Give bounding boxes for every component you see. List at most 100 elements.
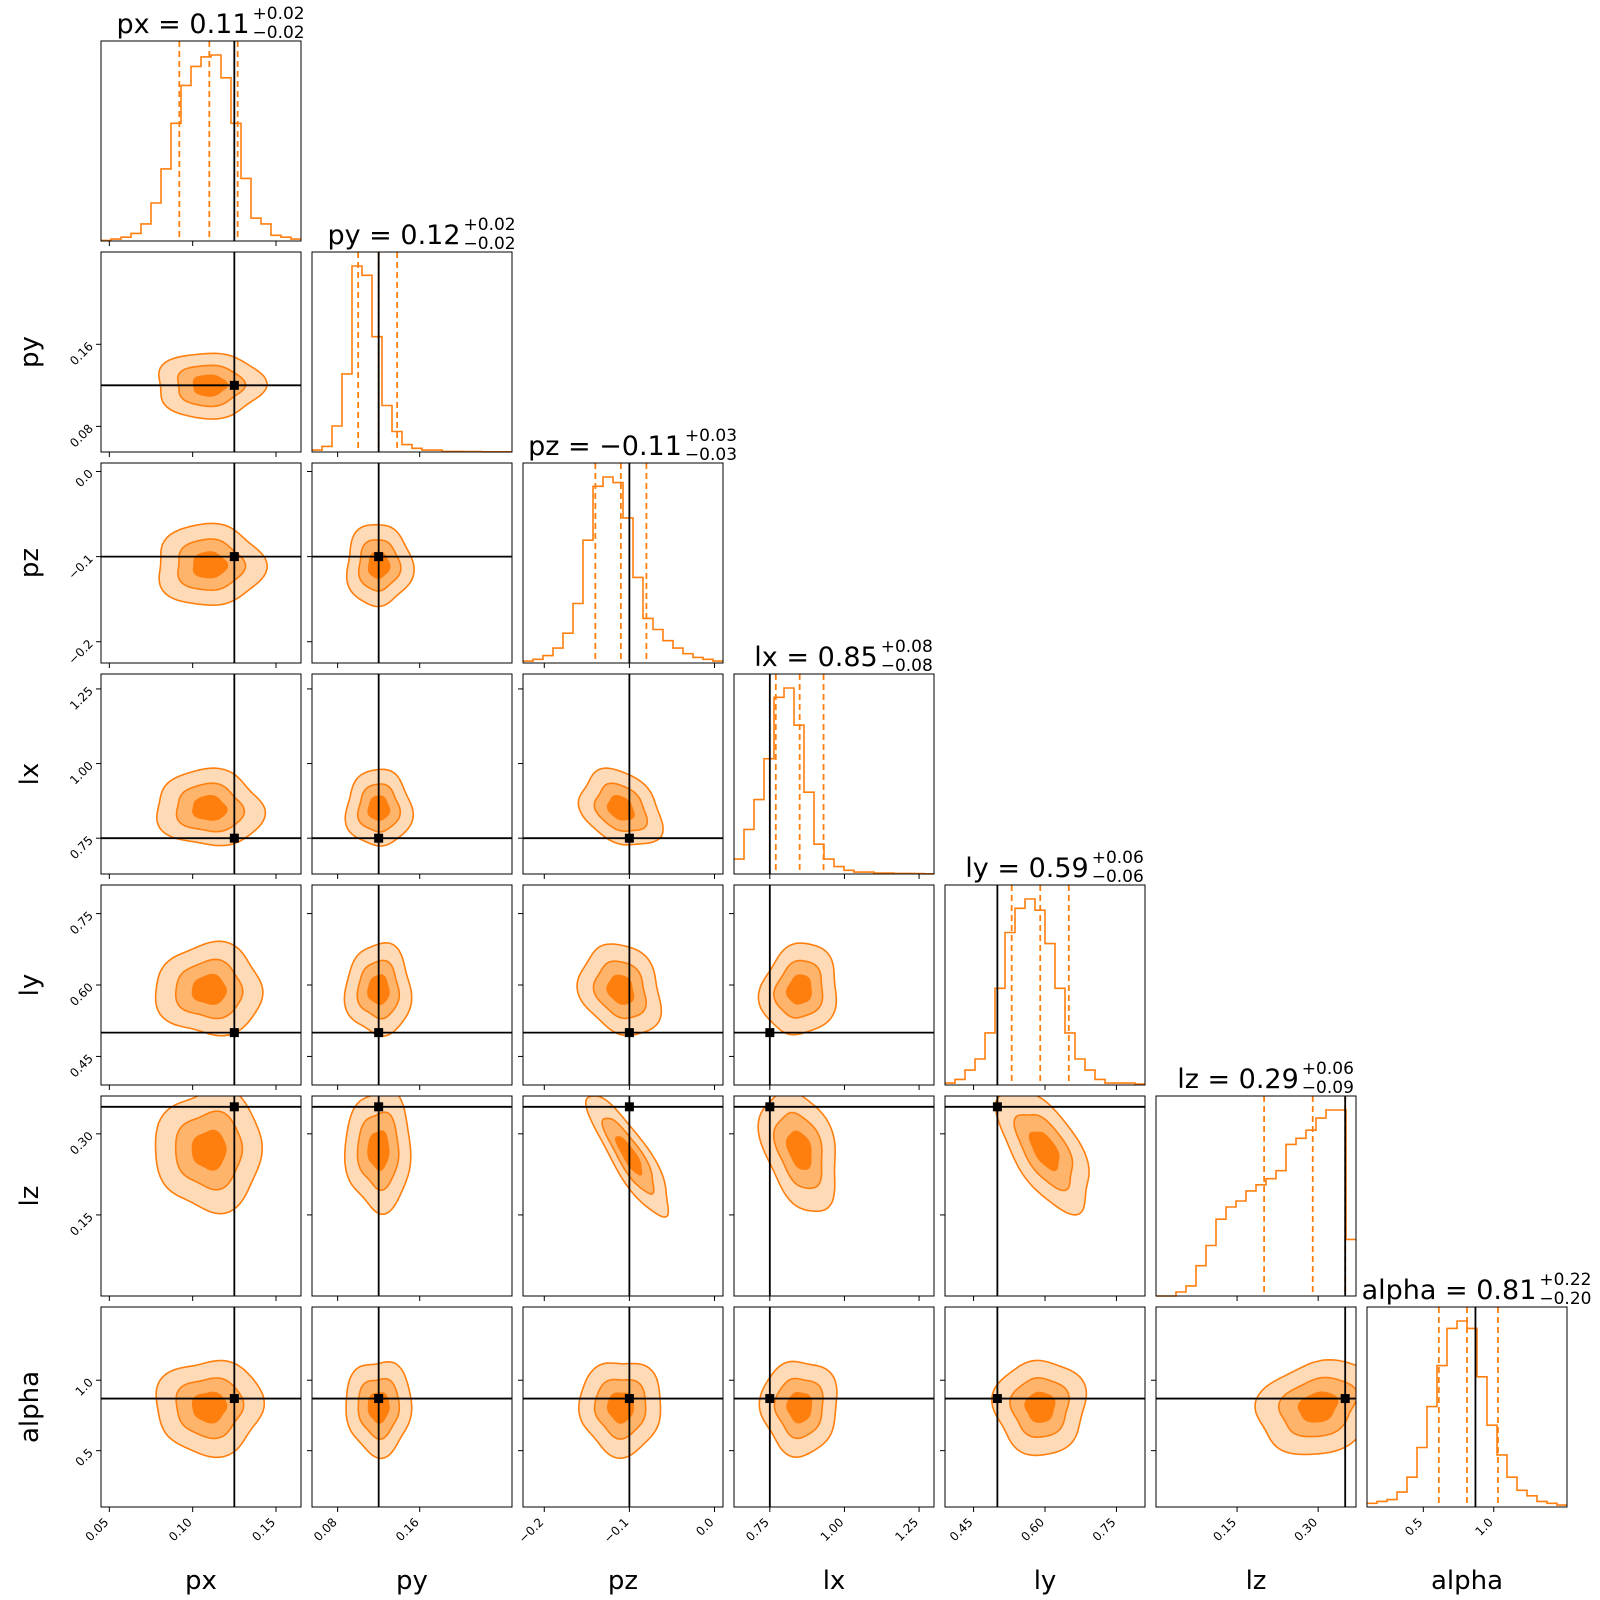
panel-frame <box>522 673 724 875</box>
panel-frame <box>311 1306 513 1508</box>
title-px: px = 0.11 <box>116 9 249 40</box>
joint-panel-lz-pz <box>523 1096 723 1296</box>
x-tick-label-px: 0.05 <box>83 1515 112 1544</box>
y-tick-label-ly: 0.60 <box>67 980 96 1009</box>
x-tick-label-lx: 1.25 <box>892 1515 921 1544</box>
hist-panel-px: px = 0.11 +0.02−0.02 <box>100 4 305 242</box>
truth-marker <box>624 1102 634 1112</box>
x-tick-label-ly: 0.45 <box>947 1515 976 1544</box>
panel-frame <box>733 1095 935 1297</box>
y-tick-label-ly: 0.75 <box>67 909 96 938</box>
title-median: 0.29 <box>1239 1064 1299 1095</box>
contour-level-2 <box>1297 1391 1339 1423</box>
panel-frame <box>100 462 302 664</box>
y-tick-label-pz: 0.0 <box>73 467 96 490</box>
y-tick-label-pz: −0.2 <box>65 637 96 668</box>
joint-panel-ly-py <box>312 885 512 1085</box>
x-axis-label-lz: lz <box>1246 1566 1267 1596</box>
y-tick-label-py: 0.16 <box>67 339 96 368</box>
truth-marker <box>374 1028 384 1038</box>
hist-panel-alpha: alpha = 0.81 +0.22−0.20 <box>1362 1270 1591 1508</box>
truth-marker <box>1340 1394 1350 1404</box>
title-name: ly <box>965 853 989 884</box>
joint-panel-ly-lx <box>734 885 934 1085</box>
title-equals: = <box>361 220 401 251</box>
contour-level-2 <box>785 1130 812 1171</box>
panel-frame <box>100 251 302 453</box>
truth-marker <box>374 1102 384 1112</box>
y-tick-label-lx: 1.25 <box>67 684 96 713</box>
histogram-ly <box>945 898 1145 1085</box>
title-median: −0.11 <box>599 431 682 462</box>
panel-frame <box>100 1306 302 1508</box>
title-minus: −0.02 <box>464 234 516 254</box>
x-axis-label-alpha: alpha <box>1431 1566 1503 1596</box>
truth-marker <box>229 380 239 390</box>
joint-panel-pz-py <box>312 463 512 663</box>
y-axis-label-py: py <box>15 336 45 368</box>
x-tick-label-alpha: 0.5 <box>1402 1515 1425 1538</box>
contour-level-2 <box>606 795 635 821</box>
panel-frame <box>733 1306 935 1508</box>
title-equals: = <box>150 9 190 40</box>
histogram-lx <box>734 687 934 875</box>
title-plus: +0.06 <box>1092 848 1144 868</box>
title-plus: +0.03 <box>685 426 737 446</box>
histogram-py <box>312 265 512 453</box>
contour-level-2 <box>191 1129 227 1171</box>
title-name: lz <box>1177 1064 1199 1095</box>
title-name: lx <box>754 642 778 673</box>
truth-marker <box>229 1102 239 1112</box>
title-median: 0.11 <box>189 9 249 40</box>
joint-panel-lz-px <box>101 1096 301 1296</box>
title-median: 0.81 <box>1476 1275 1536 1306</box>
panel-frame <box>522 462 724 664</box>
truth-marker <box>624 833 634 843</box>
title-plus: +0.02 <box>253 4 305 24</box>
title-minus: −0.02 <box>253 23 305 43</box>
panel-frame <box>1155 1095 1357 1297</box>
joint-panel-py-px <box>101 252 301 452</box>
x-tick-label-lx: 0.75 <box>743 1515 772 1544</box>
title-equals: = <box>1436 1275 1476 1306</box>
hist-panel-lz: lz = 0.29 +0.06−0.09 <box>1155 1059 1357 1297</box>
joint-panel-alpha-pz <box>523 1307 723 1507</box>
truth-marker <box>765 1394 775 1404</box>
y-tick-label-lz: 0.30 <box>67 1129 96 1158</box>
x-tick-label-py: 0.16 <box>393 1515 422 1544</box>
x-axis-label-px: px <box>185 1566 217 1596</box>
truth-marker <box>765 1028 775 1038</box>
joint-panel-pz-px <box>101 463 301 663</box>
hist-panel-py: py = 0.12 +0.02−0.02 <box>311 215 516 453</box>
y-axis-label-ly: ly <box>15 974 45 997</box>
panel-frame <box>522 1306 724 1508</box>
title-equals: = <box>989 853 1029 884</box>
title-name: px <box>116 9 149 40</box>
title-ly: ly = 0.59 <box>965 853 1088 884</box>
contour-level-2 <box>1024 1391 1056 1423</box>
title-median: 0.59 <box>1029 853 1089 884</box>
x-tick-label-pz: −0.2 <box>516 1515 547 1546</box>
joint-panel-ly-px <box>101 885 301 1085</box>
x-axis-label-pz: pz <box>608 1566 638 1596</box>
hist-panel-pz: pz = −0.11 +0.03−0.03 <box>522 426 737 664</box>
y-tick-label-alpha: 0.5 <box>73 1446 96 1469</box>
truth-marker <box>624 1394 634 1404</box>
x-tick-label-px: 0.10 <box>166 1515 195 1544</box>
x-axis-label-lx: lx <box>823 1566 846 1596</box>
truth-marker <box>992 1394 1002 1404</box>
title-lz: lz = 0.29 <box>1177 1064 1299 1095</box>
contour-level-2 <box>192 551 229 579</box>
joint-panel-ly-pz <box>523 885 723 1085</box>
title-plus: +0.02 <box>464 215 516 235</box>
joint-panel-lz-ly <box>945 1096 1145 1296</box>
y-axis-label-lx: lx <box>15 763 45 786</box>
title-alpha: alpha = 0.81 <box>1362 1275 1537 1306</box>
y-axis-label-lz: lz <box>15 1186 45 1207</box>
title-equals: = <box>778 642 818 673</box>
x-tick-label-pz: 0.0 <box>693 1515 716 1538</box>
x-tick-label-py: 0.08 <box>311 1515 340 1544</box>
y-tick-label-lx: 1.00 <box>67 759 96 788</box>
y-tick-label-lz: 0.15 <box>67 1210 96 1239</box>
title-name: alpha <box>1362 1275 1437 1306</box>
